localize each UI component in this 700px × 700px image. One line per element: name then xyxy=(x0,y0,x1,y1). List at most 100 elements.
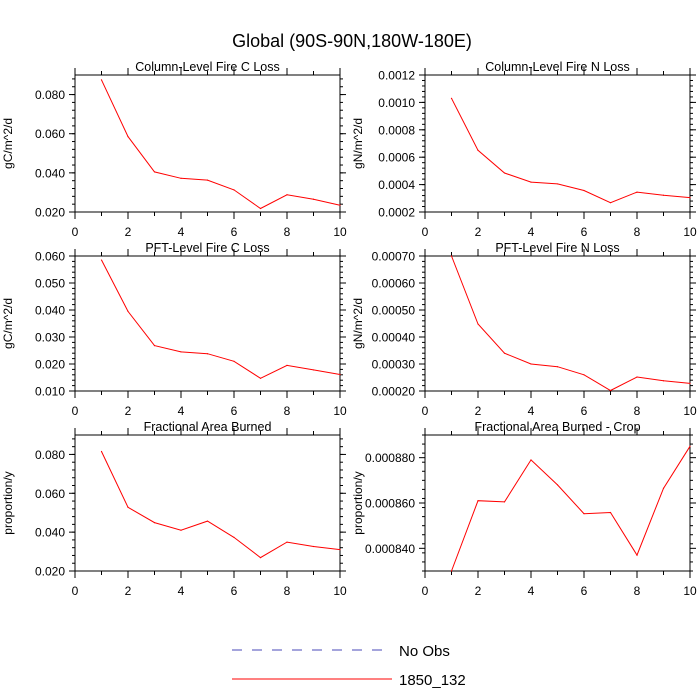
data-point xyxy=(259,556,262,559)
data-point xyxy=(477,149,479,151)
data-point xyxy=(312,198,315,200)
x-tick-label: 4 xyxy=(528,584,535,598)
x-tick-label: 8 xyxy=(284,225,291,239)
panels: 0 2 4 6 8 10 0.020 0.040 0.060 0.080 Column-Level … xyxy=(1,60,697,598)
data-point xyxy=(259,207,262,210)
legend-item: 1850_132 xyxy=(232,672,466,689)
y-tick-label: 0.0006 xyxy=(378,151,415,165)
y-tick-label: 0.0010 xyxy=(378,96,415,110)
data-point xyxy=(556,484,559,486)
data-point xyxy=(286,364,288,366)
data-point xyxy=(503,172,506,174)
y-axis-label: proportion/y xyxy=(351,471,365,534)
data-point xyxy=(153,522,156,524)
data-point xyxy=(689,445,691,447)
y-tick-label: 0.00030 xyxy=(372,358,416,372)
y-tick-label: 0.080 xyxy=(35,448,65,462)
y-tick-label: 0.0008 xyxy=(378,123,415,137)
legend: No Obs 1850_132 xyxy=(232,643,466,689)
y-axis-label: gN/m^2/d xyxy=(351,118,365,169)
data-point xyxy=(180,177,182,179)
data-point xyxy=(127,136,129,138)
data-point xyxy=(100,79,103,81)
data-point xyxy=(180,529,182,531)
data-point xyxy=(100,450,103,453)
y-axis-label: proportion/y xyxy=(1,471,15,534)
data-point xyxy=(180,351,182,353)
series-line xyxy=(451,446,691,572)
x-tick-label: 10 xyxy=(333,404,347,418)
y-tick-label: 0.040 xyxy=(35,304,65,318)
data-point xyxy=(662,487,665,489)
data-point xyxy=(233,536,235,538)
x-tick-label: 10 xyxy=(333,225,347,239)
data-point xyxy=(530,181,532,183)
data-point xyxy=(583,189,585,192)
x-tick-label: 4 xyxy=(178,225,185,239)
panel-1: 0 2 4 6 8 10 0.020 0.040 0.060 0.080 Column-Level … xyxy=(1,60,347,239)
x-tick-label: 2 xyxy=(125,584,132,598)
legend-item: No Obs xyxy=(232,643,450,660)
x-tick-label: 0 xyxy=(422,584,429,598)
x-tick-label: 0 xyxy=(422,225,429,239)
x-tick-label: 8 xyxy=(284,584,291,598)
y-tick-label: 0.020 xyxy=(35,358,65,372)
y-tick-label: 0.040 xyxy=(35,166,65,180)
data-point xyxy=(339,549,341,551)
x-tick-label: 8 xyxy=(634,225,641,239)
panel-5: 0 2 4 6 8 10 0.020 0.040 0.060 0.080 Fractional Ar… xyxy=(1,420,347,598)
legend-label: No Obs xyxy=(399,643,450,660)
panel-title: PFT-Level Fire N Loss xyxy=(495,241,619,255)
data-point xyxy=(233,189,235,191)
y-axis-label: gC/m^2/d xyxy=(1,118,15,169)
x-tick-label: 0 xyxy=(72,584,79,598)
y-tick-label: 0.0012 xyxy=(378,69,415,83)
legend-label: 1850_132 xyxy=(399,672,466,689)
data-point xyxy=(530,459,532,461)
data-point xyxy=(609,511,612,514)
data-point xyxy=(583,513,585,515)
data-point xyxy=(450,97,453,99)
series-line xyxy=(451,255,691,392)
series-line xyxy=(101,259,341,379)
y-tick-label: 0.000880 xyxy=(365,451,415,465)
plot-frame xyxy=(424,255,691,392)
data-point xyxy=(286,194,288,196)
plot-frame xyxy=(424,74,691,213)
data-point xyxy=(689,197,691,199)
data-point xyxy=(206,353,209,355)
x-tick-label: 6 xyxy=(231,225,238,239)
plot-frame xyxy=(74,74,341,213)
y-tick-label: 0.060 xyxy=(35,250,65,264)
data-point xyxy=(233,360,235,362)
data-point xyxy=(609,202,612,204)
data-point xyxy=(127,310,129,312)
data-point xyxy=(689,382,691,385)
x-tick-label: 10 xyxy=(683,404,697,418)
data-point xyxy=(153,345,156,347)
data-point xyxy=(662,194,665,196)
y-tick-label: 0.0004 xyxy=(378,178,415,192)
y-tick-label: 0.00040 xyxy=(372,331,416,345)
plot-frame xyxy=(424,434,691,572)
y-tick-label: 0.00060 xyxy=(372,277,416,291)
data-point xyxy=(477,500,479,502)
y-tick-label: 0.000860 xyxy=(365,497,415,511)
y-tick-label: 0.00050 xyxy=(372,304,416,318)
x-tick-label: 4 xyxy=(528,404,535,418)
x-tick-label: 4 xyxy=(178,584,185,598)
data-point xyxy=(503,501,506,503)
panel-4: 0 2 4 6 8 10 0.00020 0.00030 0.00040 0.00050 0.000… xyxy=(351,241,697,418)
x-tick-label: 6 xyxy=(231,404,238,418)
y-tick-label: 0.00020 xyxy=(372,385,416,399)
panel-3: 0 2 4 6 8 10 0.010 0.020 0.030 0.040 0.050 0.060 PFT… xyxy=(1,241,347,418)
y-tick-label: 0.000840 xyxy=(365,542,415,556)
data-point xyxy=(450,570,453,572)
panel-title: PFT-Level Fire C Loss xyxy=(145,241,269,255)
data-point xyxy=(100,259,103,261)
y-tick-label: 0.060 xyxy=(35,127,65,141)
y-tick-label: 0.010 xyxy=(35,385,65,399)
series-line xyxy=(101,451,341,559)
y-axis-label: gN/m^2/d xyxy=(351,298,365,349)
y-tick-label: 0.020 xyxy=(35,206,65,220)
